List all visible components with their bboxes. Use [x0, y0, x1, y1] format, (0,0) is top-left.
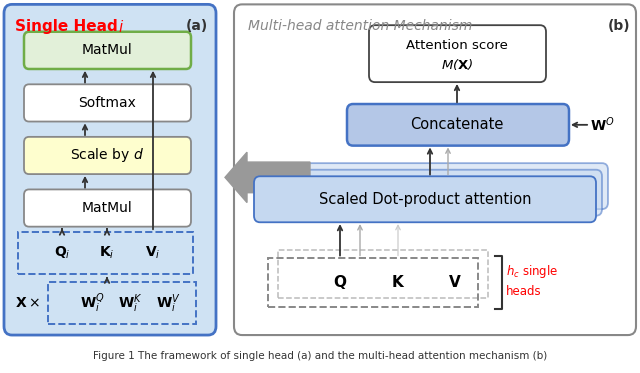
- Text: MatMul: MatMul: [82, 201, 132, 215]
- FancyBboxPatch shape: [254, 176, 596, 222]
- FancyBboxPatch shape: [266, 163, 608, 209]
- Text: Single Head: Single Head: [15, 19, 123, 34]
- Text: $\mathbf{X} \times$: $\mathbf{X} \times$: [15, 296, 40, 310]
- Text: Attention score: Attention score: [406, 40, 508, 53]
- Text: $\mathbf{W}_i^V$: $\mathbf{W}_i^V$: [156, 292, 180, 314]
- Bar: [278, 250, 488, 298]
- Bar: [18, 232, 193, 274]
- Text: heads: heads: [506, 285, 541, 298]
- Text: $h_c$ single: $h_c$ single: [506, 263, 558, 280]
- Text: $\mathbf{V}$: $\mathbf{V}$: [448, 275, 462, 291]
- Text: $\mathbf{W}_i^Q$: $\mathbf{W}_i^Q$: [79, 291, 104, 315]
- Text: Softmax: Softmax: [78, 96, 136, 110]
- FancyBboxPatch shape: [24, 137, 191, 174]
- Bar: [48, 282, 196, 324]
- Text: $\mathbf{V}_i$: $\mathbf{V}_i$: [145, 245, 161, 261]
- Text: Concatenate: Concatenate: [410, 117, 504, 132]
- Text: $\mathbf{Q}$: $\mathbf{Q}$: [333, 273, 347, 291]
- Text: $\mathbf{W}_i^K$: $\mathbf{W}_i^K$: [118, 292, 142, 314]
- Text: Scaled Dot-product attention: Scaled Dot-product attention: [319, 192, 531, 207]
- Bar: [268, 258, 478, 307]
- Text: $\mathbf{K}$: $\mathbf{K}$: [391, 275, 405, 291]
- FancyBboxPatch shape: [24, 84, 191, 122]
- Text: (b): (b): [607, 19, 630, 32]
- FancyBboxPatch shape: [369, 25, 546, 82]
- FancyBboxPatch shape: [260, 170, 602, 216]
- Text: Scale by $d$: Scale by $d$: [70, 147, 144, 164]
- Text: Figure 1 The framework of single head (a) and the multi-head attention mechanism: Figure 1 The framework of single head (a…: [93, 351, 547, 361]
- Text: $i$: $i$: [118, 19, 124, 35]
- Text: $\mathbf{K}_i$: $\mathbf{K}_i$: [99, 245, 115, 261]
- Text: MatMul: MatMul: [82, 43, 132, 57]
- FancyBboxPatch shape: [4, 4, 216, 335]
- FancyBboxPatch shape: [347, 104, 569, 145]
- Text: Multi-head attention Mechanism: Multi-head attention Mechanism: [248, 19, 472, 32]
- Text: $\mathbf{W}^O$: $\mathbf{W}^O$: [590, 116, 615, 134]
- Text: $\mathbf{Q}_i$: $\mathbf{Q}_i$: [54, 245, 70, 261]
- Text: $M$($\mathbf{X}$): $M$($\mathbf{X}$): [441, 57, 474, 72]
- FancyBboxPatch shape: [24, 32, 191, 69]
- Text: (a): (a): [186, 19, 208, 32]
- FancyBboxPatch shape: [24, 189, 191, 227]
- FancyBboxPatch shape: [234, 4, 636, 335]
- FancyArrow shape: [225, 152, 310, 203]
